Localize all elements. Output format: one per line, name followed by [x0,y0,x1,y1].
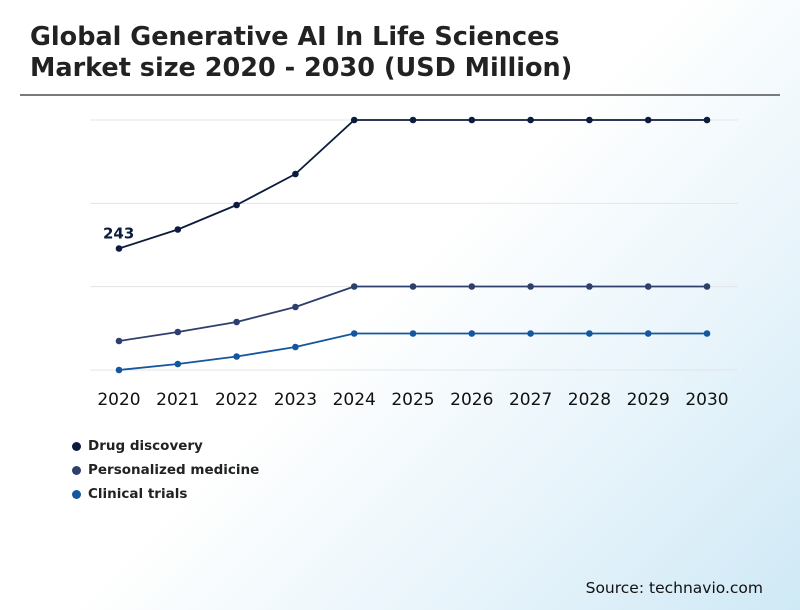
series-line-1 [118,119,707,250]
chart-title: Global Generative AI In Life Sciences Ma… [30,22,572,84]
data-point [115,366,123,374]
data-point [174,328,182,336]
x-tick-label: 2024 [333,390,376,410]
data-point [292,170,299,178]
data-point [586,283,593,290]
data-point [409,116,417,124]
data-point [644,330,652,337]
legend-item: Drug discovery [72,434,259,458]
label-layer: 2020 2021 2022 2023 2024 2025 2026 2027 2028 2029… [97,225,728,411]
data-point [586,330,593,337]
chart-title-line-2: Market size 2020 - 2030 (USD Million) [30,53,573,83]
data-point [644,116,652,124]
x-tick-label: 2026 [450,390,493,410]
data-point [350,116,358,124]
series-layer [115,116,711,374]
data-label: 243 [103,225,134,243]
data-point [292,303,299,311]
x-tick-label: 2025 [391,390,434,410]
x-tick-label: 2029 [627,390,670,410]
data-point [174,360,182,368]
legend-item: Clinical trials [72,482,259,506]
data-point [233,201,240,209]
source-note: Source: technavio.com [585,579,763,597]
data-point [527,116,534,124]
chart-legend: Drug discovery Personalized medicine Clini… [72,434,259,506]
data-point [703,116,711,124]
x-tick-label: 2027 [509,390,552,410]
x-tick-label: 2020 [97,390,140,410]
data-point [350,283,358,290]
legend-item: Personalized medicine [72,458,259,482]
legend-label: Personalized medicine [88,462,260,478]
x-tick-label: 2022 [215,390,258,410]
data-point [586,116,593,124]
title-divider [20,94,780,96]
x-tick-label: 2021 [156,390,199,410]
data-point [409,283,417,290]
data-point [350,330,358,337]
data-point [409,330,417,337]
series-line-3 [118,332,707,371]
data-point [703,283,711,290]
x-tick-label: 2023 [274,390,317,410]
data-point [233,353,240,360]
data-point [468,116,476,124]
data-point [468,330,476,337]
x-tick-label: 2028 [568,390,611,410]
legend-label: Drug discovery [88,438,203,454]
data-point [115,337,123,345]
data-point [174,226,182,233]
x-tick-label: 2030 [685,390,728,410]
data-point [527,330,534,337]
data-point [233,318,240,326]
data-point [115,245,123,252]
legend-marker [72,489,81,499]
legend-marker [72,441,81,451]
data-point [468,283,476,290]
data-point [644,283,652,290]
legend-marker [72,465,81,475]
legend-label: Clinical trials [88,486,188,502]
data-point [703,330,711,337]
data-point [527,283,534,290]
data-point [292,343,299,351]
chart-title-line-1: Global Generative AI In Life Sciences [30,22,560,52]
